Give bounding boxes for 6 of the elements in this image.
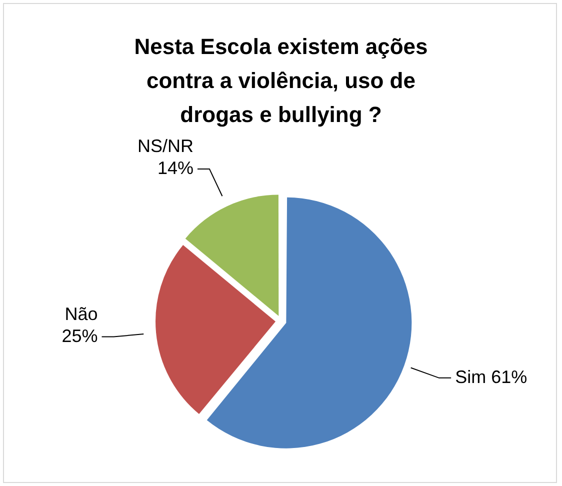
slice-label: Sim 61% xyxy=(455,366,528,387)
slice-label: NS/NR xyxy=(137,136,194,156)
data-label: 25% xyxy=(62,326,98,346)
data-label: 14% xyxy=(157,158,194,178)
chart-title: Nesta Escola existem ações contra a violência, uso de drogas e bullying ? xyxy=(133,33,429,129)
slice-label: Não xyxy=(64,304,98,324)
